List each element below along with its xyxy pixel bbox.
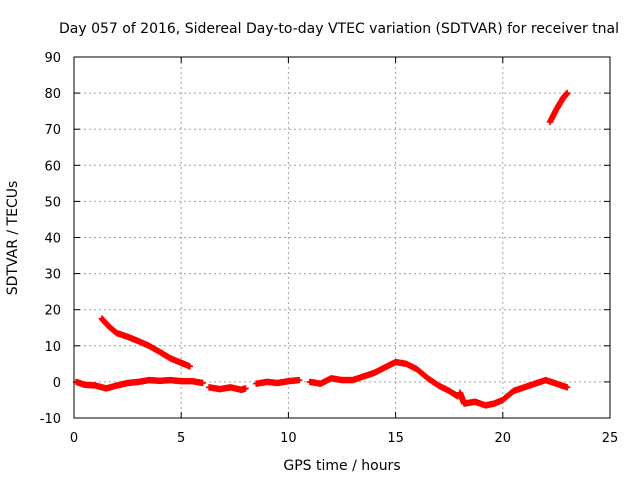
data-point bbox=[242, 385, 249, 392]
y-tick-label: 30 bbox=[44, 268, 61, 283]
y-tick-label: 80 bbox=[44, 87, 61, 102]
x-tick-label: 15 bbox=[387, 431, 404, 446]
y-tick-label: 50 bbox=[44, 195, 61, 210]
y-tick-label: 40 bbox=[44, 232, 61, 247]
series-arc-6 bbox=[456, 376, 571, 409]
data-point bbox=[295, 376, 303, 384]
y-tick-label: 70 bbox=[44, 123, 61, 138]
data-point bbox=[563, 384, 571, 391]
y-tick-label: 10 bbox=[44, 340, 61, 355]
data-point bbox=[563, 89, 571, 97]
y-tick-label: 0 bbox=[53, 376, 61, 391]
x-tick-label: 0 bbox=[70, 431, 78, 446]
chart-title: Day 057 of 2016, Sidereal Day-to-day VTE… bbox=[59, 21, 619, 37]
y-axis-label: SDTVAR / TECUs bbox=[5, 181, 21, 296]
data-point bbox=[186, 363, 193, 370]
y-tick-label: -10 bbox=[40, 412, 61, 427]
plot-frame bbox=[73, 56, 611, 419]
series-arc-4 bbox=[253, 376, 303, 387]
series-arc-2 bbox=[72, 376, 206, 392]
y-tick-label: 20 bbox=[44, 304, 61, 319]
x-tick-label: 20 bbox=[495, 431, 512, 446]
x-axis-label: GPS time / hours bbox=[283, 458, 400, 474]
x-tick-label: 25 bbox=[602, 431, 619, 446]
x-tick-label: 5 bbox=[177, 431, 185, 446]
y-tick-label: 90 bbox=[44, 51, 61, 66]
grid bbox=[74, 57, 610, 418]
data-points bbox=[72, 89, 571, 409]
series-arc-5 bbox=[306, 358, 461, 400]
series-arc-7 bbox=[546, 89, 571, 126]
series-arc-1 bbox=[98, 315, 193, 370]
series-arc-3 bbox=[205, 384, 249, 394]
data-point bbox=[199, 379, 206, 387]
y-tick-label: 60 bbox=[44, 159, 61, 174]
x-tick-label: 10 bbox=[280, 431, 297, 446]
